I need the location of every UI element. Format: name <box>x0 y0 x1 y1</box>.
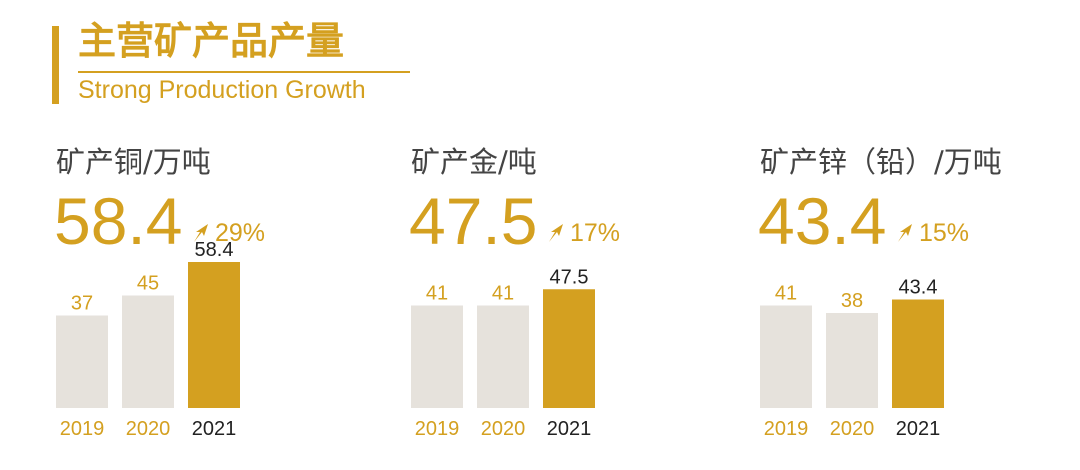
bar-value-label: 38 <box>841 290 863 312</box>
bar-value-label: 37 <box>71 293 93 315</box>
growth-indicator: 29% <box>190 218 265 248</box>
bar-value-label: 41 <box>426 283 448 305</box>
bar-chart-gold: 41 2019 41 2020 47.5 2021 <box>411 266 595 440</box>
bar-value-label: 41 <box>775 283 797 305</box>
panel-zinc-lead: 矿产锌（铅）/万吨 43.4 15% 41 2019 38 2020 43.4 2021 <box>758 0 1080 470</box>
growth-arrow-icon <box>898 224 912 242</box>
bar-chart-copy: 37 2019 45 2020 58.4 2021 <box>56 239 240 440</box>
x-tick-label: 2021 <box>547 418 592 440</box>
bar-2019 <box>760 305 812 408</box>
growth-indicator: 15% <box>894 218 969 248</box>
page-title: 主营矿产品产量 <box>78 19 345 63</box>
page-subtitle: Strong Production Growth <box>78 76 366 104</box>
panel-label: 矿产铜/万吨 <box>56 145 211 179</box>
bar-value-label: 41 <box>492 283 514 305</box>
bar-2020 <box>122 295 174 408</box>
panel-value: 58.4 <box>54 184 183 258</box>
panel-value: 43.4 <box>758 184 887 258</box>
panel-label: 矿产锌（铅）/万吨 <box>760 145 1002 179</box>
bar-2021 <box>543 289 595 408</box>
x-tick-label: 2021 <box>896 418 941 440</box>
bar-value-label: 43.4 <box>899 277 938 299</box>
x-tick-label: 2019 <box>764 418 809 440</box>
x-tick-label: 2020 <box>126 418 171 440</box>
growth-arrow-icon <box>549 224 563 242</box>
bar-2021 <box>188 262 240 408</box>
bar-2021 <box>892 299 944 408</box>
growth-indicator: 17% <box>545 218 620 248</box>
title-underline <box>78 71 410 73</box>
x-tick-label: 2019 <box>60 418 105 440</box>
bar-2020 <box>826 313 878 408</box>
x-tick-label: 2020 <box>481 418 526 440</box>
panel-value: 47.5 <box>409 184 538 258</box>
bar-value-label: 58.4 <box>195 239 234 261</box>
growth-percent: 15% <box>919 218 970 247</box>
bar-value-label: 47.5 <box>550 266 589 288</box>
x-tick-label: 2019 <box>415 418 460 440</box>
growth-percent: 29% <box>215 218 266 247</box>
growth-percent: 17% <box>570 218 621 247</box>
panel-gold: 矿产金/吨 47.5 17% 41 2019 41 2020 47.5 2021 <box>409 0 731 470</box>
bar-2019 <box>411 305 463 408</box>
bar-value-label: 45 <box>137 273 159 295</box>
x-tick-label: 2021 <box>192 418 237 440</box>
growth-arrow-icon <box>194 224 208 242</box>
panel-label: 矿产金/吨 <box>411 145 537 179</box>
title-accent-bar <box>52 26 59 104</box>
x-tick-label: 2020 <box>830 418 875 440</box>
bar-2019 <box>56 315 108 408</box>
panel-copy: 矿产铜/万吨 58.4 29% 37 2019 45 2020 58.4 2021 <box>54 0 376 470</box>
bar-chart-zinc-lead: 41 2019 38 2020 43.4 2021 <box>760 277 944 440</box>
bar-2020 <box>477 305 529 408</box>
